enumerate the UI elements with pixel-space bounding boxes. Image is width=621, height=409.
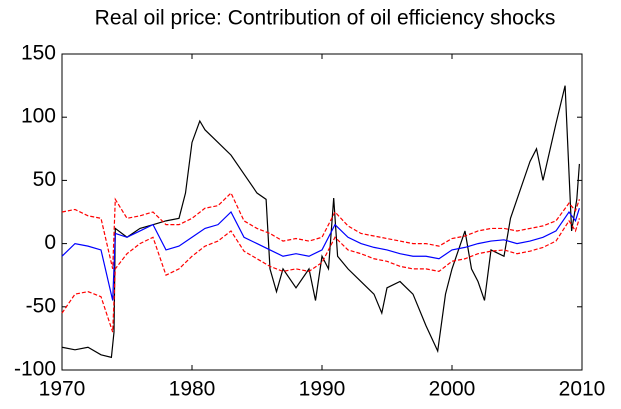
y-tick-label: 150 (21, 42, 56, 65)
axes-frame (61, 53, 583, 371)
x-tick-label: 2010 (559, 378, 606, 401)
x-tick-label: 2000 (429, 378, 476, 401)
y-tick-label: -50 (26, 294, 56, 317)
series-line (61, 208, 580, 301)
x-tick-label: 1980 (169, 378, 216, 401)
y-tick-label: 100 (21, 105, 56, 128)
y-tick-label: -100 (14, 358, 56, 381)
y-tick-label: 50 (33, 168, 56, 191)
x-tick-label: 1990 (299, 378, 346, 401)
x-tick-label: 1970 (39, 378, 86, 401)
series-line (61, 218, 580, 333)
series-line (61, 85, 580, 359)
y-tick-label: 0 (44, 231, 56, 254)
chart-title: Real oil price: Contribution of oil effi… (95, 7, 556, 30)
